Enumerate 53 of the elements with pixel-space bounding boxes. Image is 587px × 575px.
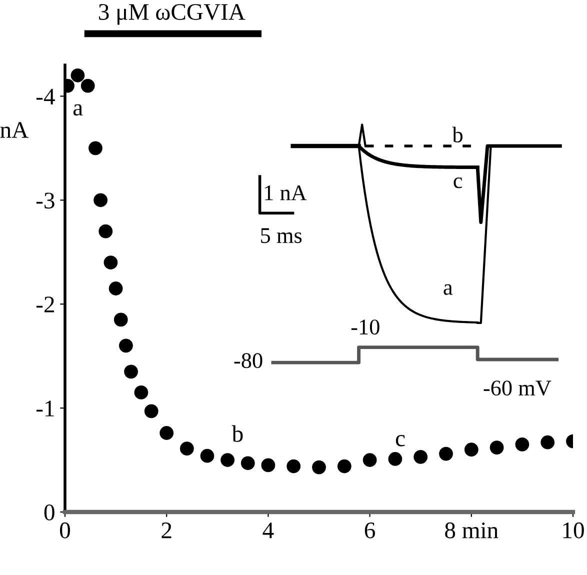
y-tick-label: -3 <box>36 192 54 209</box>
point <box>134 386 148 400</box>
point <box>144 404 158 418</box>
point <box>88 141 102 156</box>
point <box>220 453 235 467</box>
point <box>160 426 174 440</box>
point <box>98 224 113 238</box>
point <box>540 435 555 450</box>
point <box>439 446 453 461</box>
text: 3 μM ωCGVIA <box>99 4 246 25</box>
point <box>240 456 255 470</box>
annotation: -10 <box>351 320 380 335</box>
annotation: c <box>454 177 462 188</box>
point <box>94 193 108 208</box>
x-tick-label: 2 <box>162 522 172 538</box>
annotation: b <box>452 126 463 142</box>
point <box>337 459 352 474</box>
y-tick-label: -2 <box>36 296 54 312</box>
point <box>200 448 214 463</box>
x-tick-label: 4 <box>262 522 274 538</box>
annotation: a <box>444 284 453 295</box>
point <box>388 452 402 466</box>
annotation: 1 nA <box>265 185 307 200</box>
y-axis-title: nA <box>0 122 28 138</box>
point <box>80 78 95 93</box>
point <box>286 459 301 474</box>
x-tick-label: 0 <box>60 522 70 538</box>
point <box>362 453 377 467</box>
point <box>108 282 123 296</box>
y-tick-label: -4 <box>36 88 55 104</box>
point <box>104 256 118 270</box>
point <box>261 458 276 472</box>
point <box>180 442 194 456</box>
point <box>312 460 326 474</box>
y-tick-label: 0 <box>44 504 54 520</box>
x-tick-label: 10 <box>563 522 584 538</box>
y-tick-label: -1 <box>36 400 54 416</box>
point <box>124 364 138 379</box>
point <box>490 440 504 454</box>
x-tick-label: 6 <box>364 522 375 538</box>
point <box>414 450 428 464</box>
annotation: a <box>73 104 83 116</box>
annotation: b <box>232 425 243 442</box>
point <box>464 442 478 457</box>
annotation: -60 mV <box>484 380 552 396</box>
annotation: c <box>396 435 405 446</box>
point <box>515 437 530 452</box>
point <box>114 312 128 327</box>
x-tick-label: 8 min <box>445 522 498 538</box>
annotation: -80 <box>234 353 262 368</box>
point <box>70 68 85 82</box>
annotation: 5 ms <box>261 228 302 244</box>
point <box>119 338 133 353</box>
